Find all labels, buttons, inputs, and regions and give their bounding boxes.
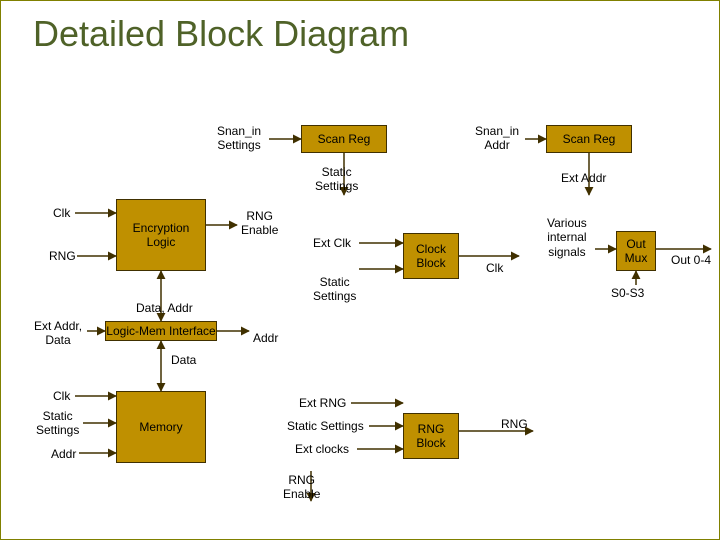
label-rng_out: RNG [501,417,528,431]
label-ext_clk: Ext Clk [313,236,351,250]
label-addr_mem: Addr [51,447,76,461]
block-scan_reg_1: Scan Reg [301,125,387,153]
label-rng_enable_2: RNG Enable [283,473,320,502]
label-various_sigs: Various internal signals [547,216,587,259]
label-ext_addr: Ext Addr [561,171,606,185]
block-enc_logic: EncryptionLogic [116,199,206,271]
label-static_settings_1: Static Settings [315,165,358,194]
block-memory: Memory [116,391,206,463]
label-clk_out: Clk [486,261,503,275]
block-logic_mem_if: Logic-Mem Interface [105,321,217,341]
label-ext_rng: Ext RNG [299,396,346,410]
label-s0_s3: S0-S3 [611,286,644,300]
label-out_0_4: Out 0-4 [671,253,711,267]
slide-title: Detailed Block Diagram [33,13,409,55]
block-scan_reg_2: Scan Reg [546,125,632,153]
block-clock_block: ClockBlock [403,233,459,279]
label-clk_enc: Clk [53,206,70,220]
label-snan_in_settings: Snan_in Settings [217,124,261,153]
label-static_set_rng: Static Settings [287,419,364,433]
block-out_mux: OutMux [616,231,656,271]
block-rng_block: RNGBlock [403,413,459,459]
label-static_settings_2: Static Settings [313,275,356,304]
label-data_addr: Data, Addr [136,301,193,315]
label-rng_in: RNG [49,249,76,263]
label-ext_clocks: Ext clocks [295,442,349,456]
arrows-layer [1,1,720,541]
label-addr_mem_if: Addr [253,331,278,345]
slide: Detailed Block Diagram Scan Reg Scan Reg E… [0,0,720,540]
label-ext_addr_data: Ext Addr, Data [34,319,82,348]
label-snan_in_addr: Snan_in Addr [475,124,519,153]
label-rng_enable_1: RNG Enable [241,209,278,238]
label-clk_mem: Clk [53,389,70,403]
label-data: Data [171,353,196,367]
label-static_set_mem: Static Settings [36,409,79,438]
